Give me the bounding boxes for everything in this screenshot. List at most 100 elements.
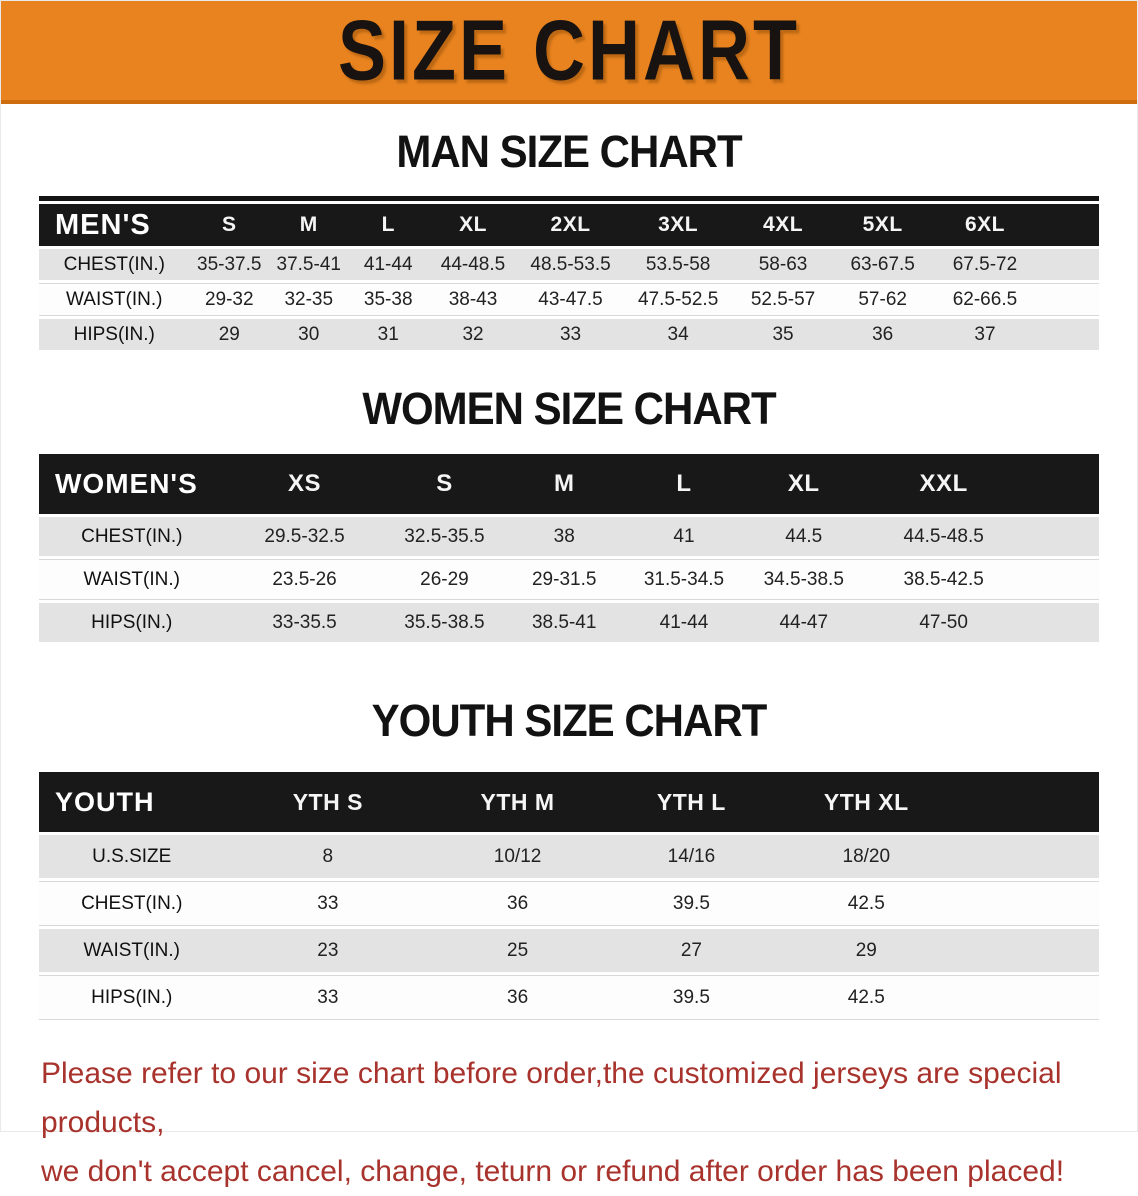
men-waist-row: WAIST(IN.) 29-32 32-35 35-38 38-43 43-47… xyxy=(39,283,1099,316)
filler-cell xyxy=(1023,517,1099,556)
youth-size-table-wrap: YOUTH YTH S YTH M YTH L YTH XL U.S.SIZE … xyxy=(39,769,1099,1023)
row-label: CHEST(IN.) xyxy=(39,517,225,556)
youth-table-corner-label: YOUTH xyxy=(39,772,225,832)
size-value: 57-62 xyxy=(832,283,933,316)
row-label: U.S.SIZE xyxy=(39,835,225,878)
size-value: 35.5-38.5 xyxy=(384,603,505,642)
men-chest-row: CHEST(IN.) 35-37.5 37.5-41 41-44 44-48.5… xyxy=(39,249,1099,280)
size-value: 38.5-41 xyxy=(504,603,625,642)
filler-cell xyxy=(1023,559,1099,600)
filler-cell xyxy=(1037,249,1099,280)
size-value: 32-35 xyxy=(269,283,349,316)
size-value: 23.5-26 xyxy=(224,559,385,600)
men-size-header: 6XL xyxy=(932,204,1038,246)
row-label: CHEST(IN.) xyxy=(39,881,225,926)
row-label: HIPS(IN.) xyxy=(39,319,190,350)
row-label: HIPS(IN.) xyxy=(39,975,225,1020)
size-value: 29-32 xyxy=(189,283,269,316)
men-size-table: MEN'S S M L XL 2XL 3XL 4XL 5XL 6XL CHEST… xyxy=(39,201,1099,353)
size-value: 58-63 xyxy=(733,249,833,280)
size-value: 43-47.5 xyxy=(518,283,623,316)
women-size-header: XXL xyxy=(863,454,1024,514)
youth-ussize-row: U.S.SIZE 8 10/12 14/16 18/20 xyxy=(39,835,1099,878)
size-value: 33 xyxy=(224,975,432,1020)
size-value: 29 xyxy=(778,929,954,972)
size-value: 36 xyxy=(431,881,604,926)
size-value: 32 xyxy=(427,319,519,350)
size-value: 34.5-38.5 xyxy=(743,559,864,600)
size-value: 33 xyxy=(224,881,432,926)
size-value: 44-48.5 xyxy=(427,249,519,280)
filler-cell xyxy=(953,835,1099,878)
size-value: 37.5-41 xyxy=(269,249,349,280)
size-chart-banner: SIZE CHART xyxy=(1,1,1137,104)
size-value: 44.5 xyxy=(743,517,864,556)
size-value: 41-44 xyxy=(624,603,744,642)
men-size-table-wrap: MEN'S S M L XL 2XL 3XL 4XL 5XL 6XL CHEST… xyxy=(39,196,1099,353)
size-value: 29 xyxy=(189,319,269,350)
size-value: 41-44 xyxy=(348,249,428,280)
size-value: 35 xyxy=(733,319,833,350)
women-table-header-row: WOMEN'S XS S M L XL XXL xyxy=(39,454,1099,514)
size-value: 42.5 xyxy=(778,881,954,926)
women-size-header: S xyxy=(384,454,505,514)
size-value: 39.5 xyxy=(603,975,779,1020)
size-value: 48.5-53.5 xyxy=(518,249,623,280)
women-table-corner-label: WOMEN'S xyxy=(39,454,225,514)
size-value: 38-43 xyxy=(427,283,519,316)
size-value: 63-67.5 xyxy=(832,249,933,280)
filler-cell xyxy=(953,881,1099,926)
size-value: 34 xyxy=(623,319,734,350)
row-label: HIPS(IN.) xyxy=(39,603,225,642)
size-value: 32.5-35.5 xyxy=(384,517,505,556)
men-size-header: S xyxy=(189,204,269,246)
size-value: 39.5 xyxy=(603,881,779,926)
size-value: 44-47 xyxy=(743,603,864,642)
size-value: 10/12 xyxy=(431,835,604,878)
men-table-corner-label: MEN'S xyxy=(39,204,190,246)
youth-chest-row: CHEST(IN.) 33 36 39.5 42.5 xyxy=(39,881,1099,926)
size-value: 62-66.5 xyxy=(932,283,1038,316)
size-value: 18/20 xyxy=(778,835,954,878)
women-size-table: WOMEN'S XS S M L XL XXL CHEST(IN.) 29.5-… xyxy=(39,451,1099,645)
size-value: 29-31.5 xyxy=(504,559,625,600)
header-filler-cell xyxy=(953,772,1099,832)
size-value: 44.5-48.5 xyxy=(863,517,1024,556)
size-value: 8 xyxy=(224,835,432,878)
youth-size-header: YTH S xyxy=(224,772,432,832)
row-label: WAIST(IN.) xyxy=(39,283,190,316)
size-value: 47-50 xyxy=(863,603,1024,642)
size-value: 31.5-34.5 xyxy=(624,559,744,600)
women-section-heading: WOMEN SIZE CHART xyxy=(362,383,776,434)
size-value: 30 xyxy=(269,319,349,350)
size-value: 27 xyxy=(603,929,779,972)
men-size-header: M xyxy=(269,204,349,246)
size-value: 33 xyxy=(518,319,623,350)
women-size-header: M xyxy=(504,454,625,514)
women-size-header: L xyxy=(624,454,744,514)
filler-cell xyxy=(1037,319,1099,350)
size-value: 29.5-32.5 xyxy=(224,517,385,556)
size-value: 36 xyxy=(832,319,933,350)
men-table-header-row: MEN'S S M L XL 2XL 3XL 4XL 5XL 6XL xyxy=(39,204,1099,246)
women-size-table-wrap: WOMEN'S XS S M L XL XXL CHEST(IN.) 29.5-… xyxy=(39,451,1099,645)
disclaimer-line-2: we don't accept cancel, change, teturn o… xyxy=(41,1155,1065,1188)
size-value: 53.5-58 xyxy=(623,249,734,280)
header-filler-cell xyxy=(1037,204,1099,246)
header-filler-cell xyxy=(1023,454,1099,514)
size-value: 47.5-52.5 xyxy=(623,283,734,316)
size-value: 35-37.5 xyxy=(189,249,269,280)
youth-size-header: YTH L xyxy=(603,772,779,832)
row-label: CHEST(IN.) xyxy=(39,249,190,280)
men-size-header: 4XL xyxy=(733,204,833,246)
size-value: 23 xyxy=(224,929,432,972)
women-size-header: XL xyxy=(743,454,864,514)
men-section-heading: MAN SIZE CHART xyxy=(396,126,742,177)
men-size-header: 3XL xyxy=(623,204,734,246)
size-value: 37 xyxy=(932,319,1038,350)
size-value: 38.5-42.5 xyxy=(863,559,1024,600)
size-value: 52.5-57 xyxy=(733,283,833,316)
youth-table-header-row: YOUTH YTH S YTH M YTH L YTH XL xyxy=(39,772,1099,832)
disclaimer-line-1: Please refer to our size chart before or… xyxy=(41,1057,1062,1139)
size-value: 14/16 xyxy=(603,835,779,878)
